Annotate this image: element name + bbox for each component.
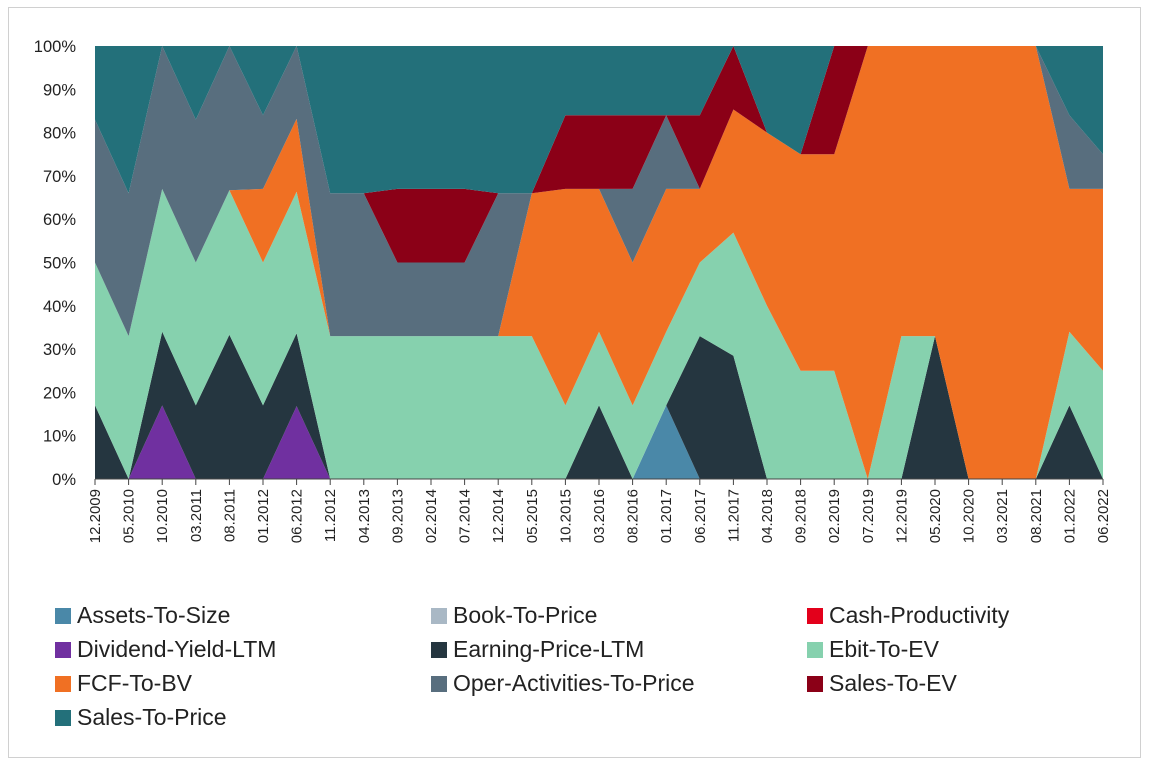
x-tick-label: 06.2012 <box>289 489 306 543</box>
y-tick-label: 80% <box>43 125 76 143</box>
x-axis: 12.2009 05.2010 10.2010 03.2011 08.2011 01.20… <box>87 478 1112 543</box>
x-tick-label: 02.2019 <box>826 489 843 543</box>
legend-swatch <box>807 641 823 658</box>
stacked-area-chart: 0% 10% 20% 30% 40% 50% 60% 70% 80% 90% 100% 12.200… <box>34 38 1112 543</box>
plot-areas <box>95 46 1103 479</box>
x-tick-label: 02.2014 <box>423 489 440 543</box>
legend-swatch <box>431 607 447 624</box>
legend-swatch <box>55 675 71 692</box>
x-tick-label: 05.2015 <box>524 489 541 543</box>
x-tick-label: 01.2012 <box>255 489 272 543</box>
x-tick-label: 11.2017 <box>725 489 742 542</box>
y-tick-label: 90% <box>43 81 76 99</box>
legend-label: Sales-To-Price <box>77 704 227 730</box>
x-tick-label: 07.2019 <box>860 489 877 543</box>
legend-item: Oper-Activities-To-Price <box>431 670 695 697</box>
area-series-dividend-yield-ltm <box>95 405 1103 479</box>
x-tick-label: 01.2022 <box>1061 489 1078 543</box>
legend-swatch <box>55 709 71 726</box>
x-tick-label: 12.2019 <box>893 489 910 543</box>
legend-label: Book-To-Price <box>453 602 598 628</box>
legend-swatch <box>807 607 823 624</box>
y-axis: 0% 10% 20% 30% 40% 50% 60% 70% 80% 90% 100% <box>34 38 77 489</box>
legend-item: Earning-Price-LTM <box>431 636 644 663</box>
area-series-sales-to-ev <box>95 46 1103 263</box>
x-tick-label: 10.2010 <box>154 489 171 543</box>
x-tick-label: 08.2011 <box>221 489 238 542</box>
legend-label: Sales-To-EV <box>829 670 957 696</box>
area-series-fcf-to-bv <box>95 46 1103 479</box>
x-tick-label: 12.2009 <box>87 489 104 543</box>
y-tick-label: 30% <box>43 341 76 359</box>
area-series-sales-to-price <box>95 46 1103 194</box>
legend-item: FCF-To-BV <box>55 670 192 697</box>
y-tick-label: 50% <box>43 255 76 273</box>
legend-label: Assets-To-Size <box>77 602 231 628</box>
legend-item: Sales-To-Price <box>55 704 227 731</box>
legend-swatch <box>431 641 447 658</box>
x-tick-label: 01.2017 <box>658 489 675 543</box>
area-series-oper-activities-to-price <box>95 46 1103 337</box>
legend-item: Book-To-Price <box>431 602 597 629</box>
y-tick-label: 10% <box>43 428 76 446</box>
y-tick-label: 40% <box>43 298 76 316</box>
x-tick-label: 12.2014 <box>490 489 507 543</box>
legend-swatch <box>55 607 71 624</box>
area-series-ebit-to-ev <box>95 188 1103 479</box>
legend-item: Sales-To-EV <box>807 670 957 697</box>
x-tick-label: 08.2016 <box>625 489 642 543</box>
y-tick-label: 20% <box>43 384 76 402</box>
x-tick-label: 04.2018 <box>759 489 776 543</box>
y-tick-label: 100% <box>34 38 77 56</box>
x-tick-label: 03.2016 <box>591 489 608 543</box>
x-tick-label: 06.2017 <box>692 489 709 543</box>
legend-item: Ebit-To-EV <box>807 636 939 663</box>
x-tick-label: 09.2013 <box>389 489 406 543</box>
legend-item: Cash-Productivity <box>807 602 1009 629</box>
x-tick-label: 05.2010 <box>121 489 138 543</box>
legend-label: FCF-To-BV <box>77 670 192 696</box>
y-tick-label: 70% <box>43 168 76 186</box>
x-tick-label: 11.2012 <box>322 489 339 542</box>
legend-label: Oper-Activities-To-Price <box>453 670 695 696</box>
legend-label: Dividend-Yield-LTM <box>77 636 277 662</box>
legend-label: Ebit-To-EV <box>829 636 939 662</box>
x-tick-label: 09.2018 <box>793 489 810 543</box>
y-tick-label: 0% <box>52 471 76 489</box>
legend-label: Cash-Productivity <box>829 602 1010 628</box>
x-tick-label: 08.2021 <box>1028 489 1045 543</box>
legend-swatch <box>55 641 71 658</box>
x-tick-label: 03.2011 <box>188 489 205 542</box>
y-tick-label: 60% <box>43 211 76 229</box>
legend-item: Assets-To-Size <box>55 602 230 629</box>
x-tick-label: 03.2021 <box>994 489 1011 543</box>
legend-label: Earning-Price-LTM <box>453 636 645 662</box>
x-tick-label: 07.2014 <box>457 489 474 543</box>
legend-swatch <box>807 675 823 692</box>
x-tick-label: 06.2022 <box>1095 489 1112 543</box>
x-tick-label: 10.2015 <box>557 489 574 543</box>
legend-swatch <box>431 675 447 692</box>
legend-item: Dividend-Yield-LTM <box>55 636 276 663</box>
x-tick-label: 04.2013 <box>356 489 373 543</box>
x-tick-label: 10.2020 <box>961 489 978 543</box>
x-tick-label: 05.2020 <box>927 489 944 543</box>
